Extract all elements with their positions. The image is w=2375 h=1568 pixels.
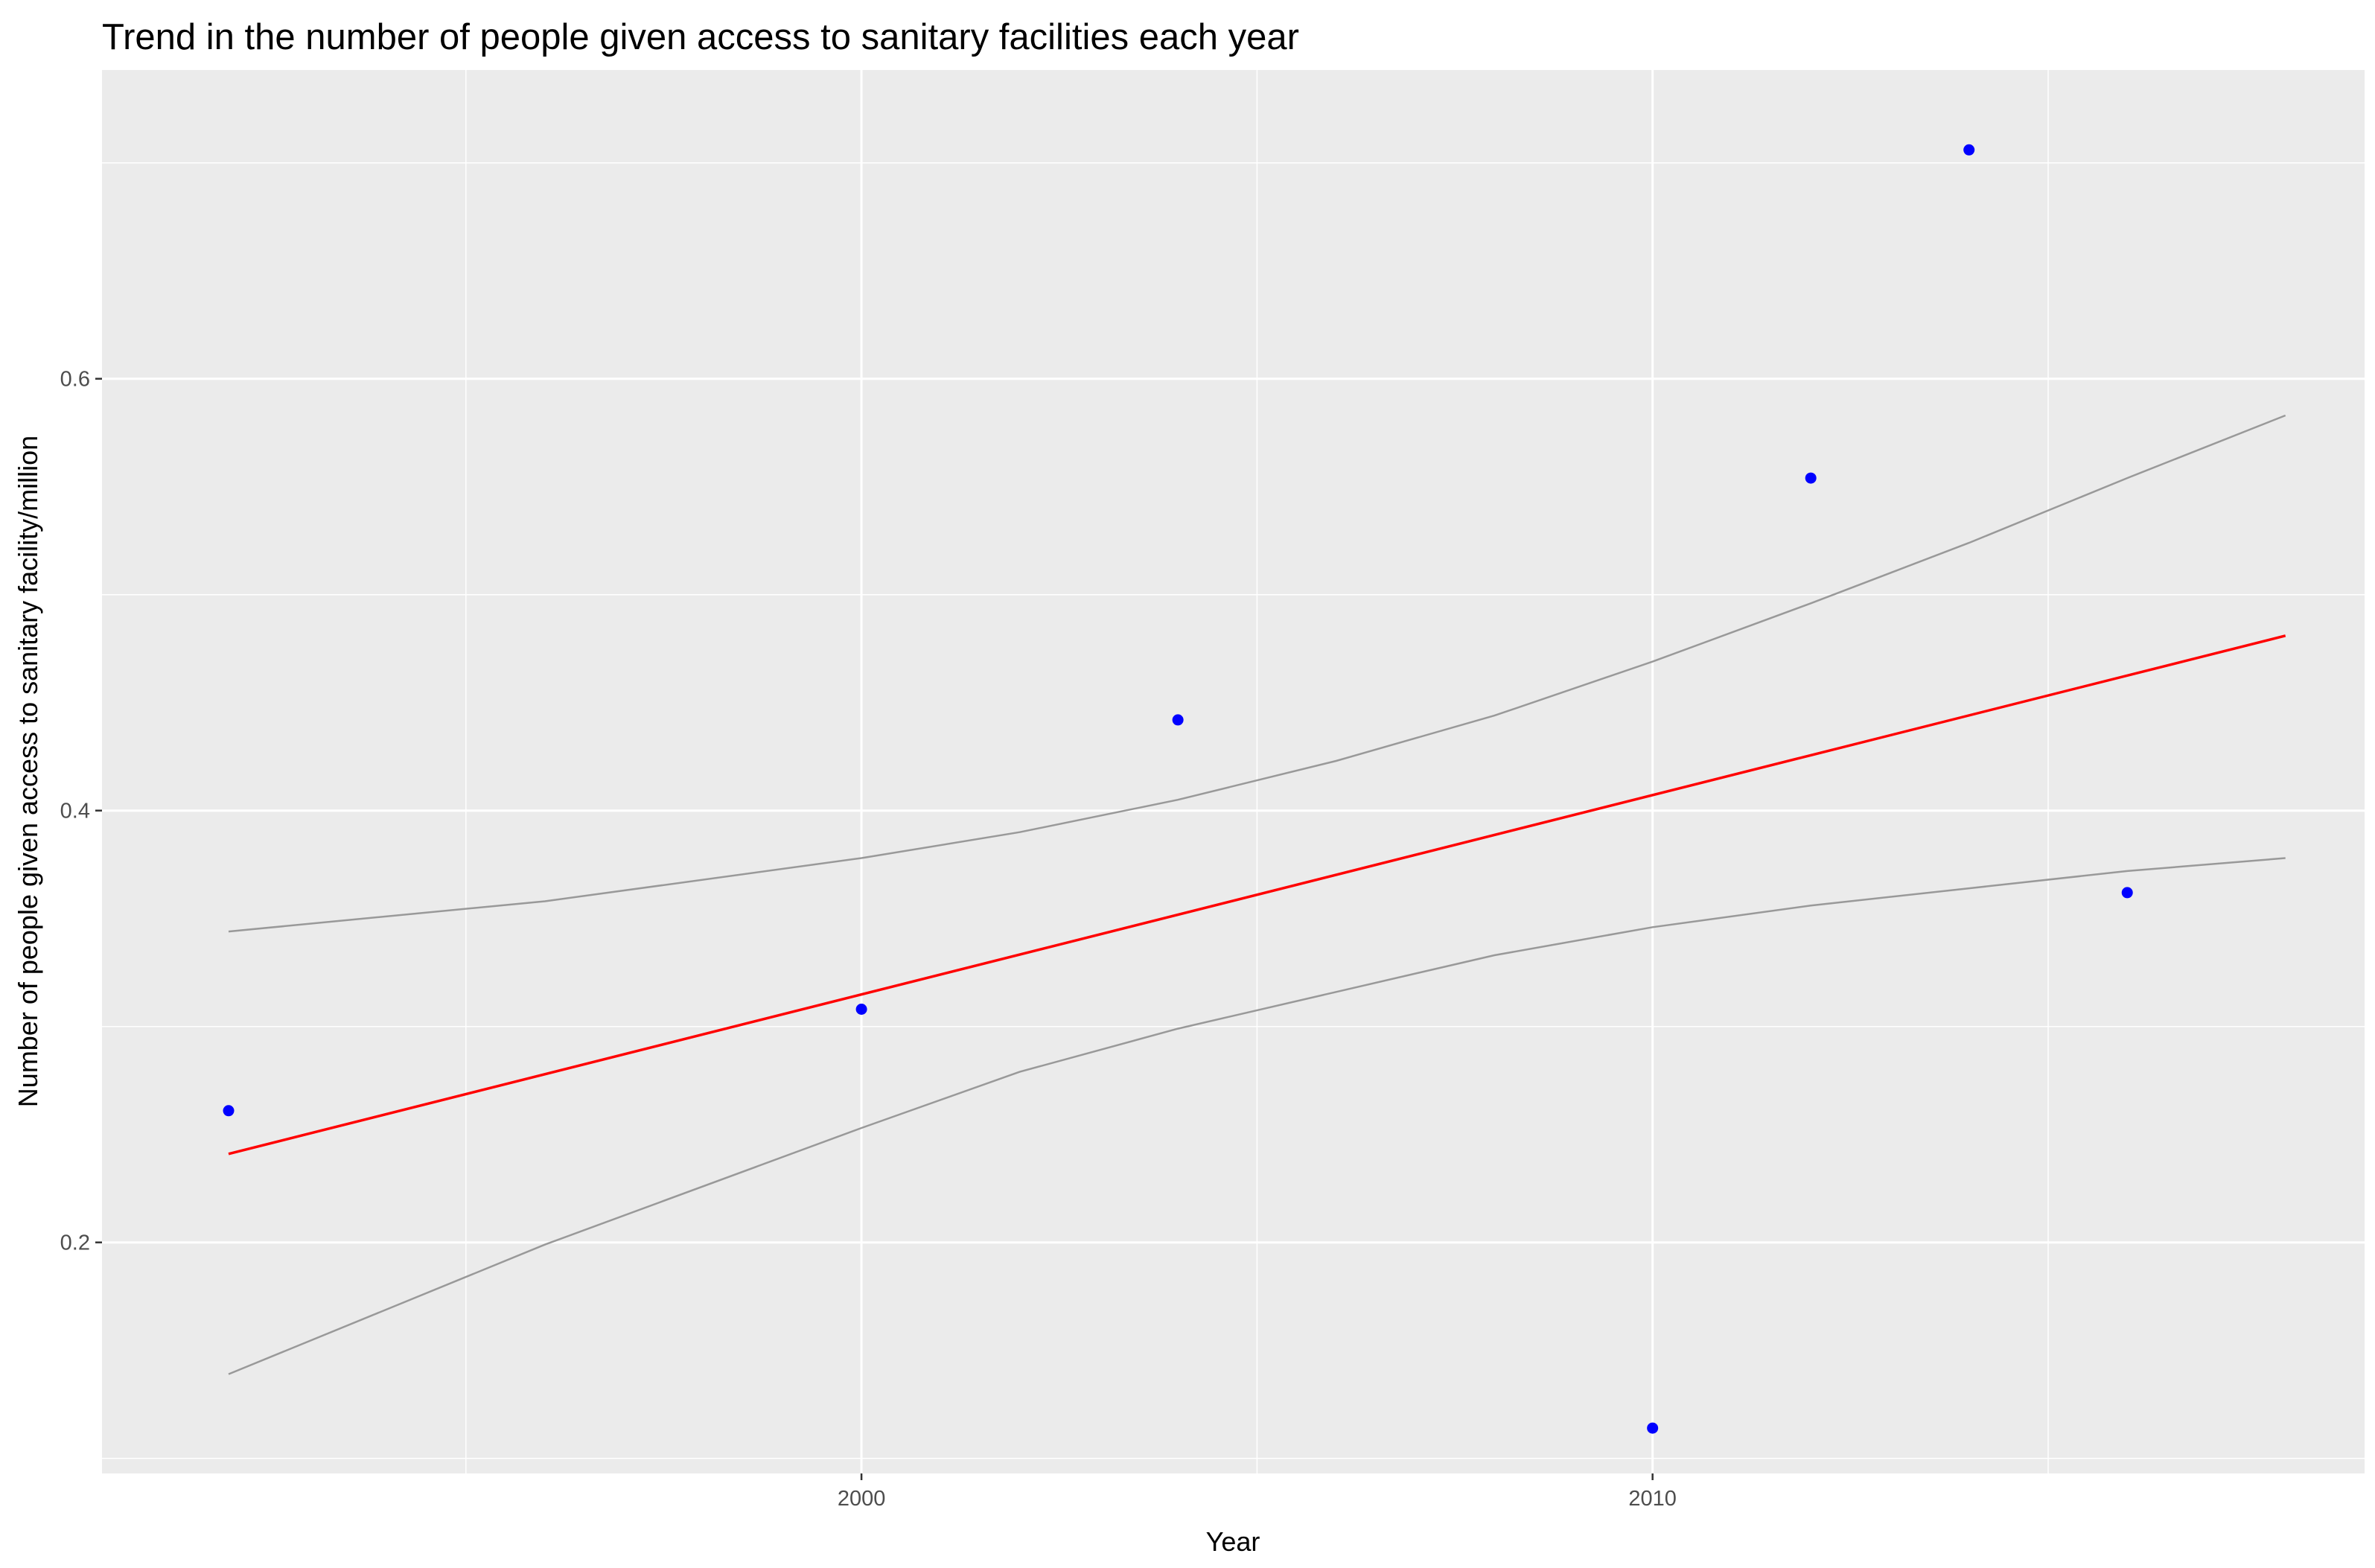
trend-line-group bbox=[228, 634, 2286, 1156]
confidence-band-upper bbox=[228, 414, 2286, 933]
y-tick-label: 0.6 bbox=[60, 368, 90, 392]
y-tick-label: 0.2 bbox=[60, 1231, 90, 1255]
x-tick-label: 2010 bbox=[1628, 1487, 1677, 1511]
data-point bbox=[223, 1105, 235, 1117]
x-axis-ticks: 2000 2010 bbox=[838, 1473, 1677, 1511]
y-axis-title: Number of people given access to sanitar… bbox=[13, 436, 43, 1107]
minor-gridlines bbox=[102, 70, 2365, 1473]
y-tick-label: 0.4 bbox=[60, 800, 90, 823]
confidence-band bbox=[228, 414, 2286, 1375]
confidence-band-lower bbox=[228, 857, 2286, 1375]
data-point bbox=[1963, 144, 1975, 156]
data-points bbox=[223, 144, 2133, 1434]
data-point bbox=[1805, 472, 1817, 484]
y-axis-ticks: 0.2 0.4 0.6 bbox=[60, 368, 102, 1255]
trend-line bbox=[228, 634, 2286, 1156]
major-gridlines bbox=[102, 70, 2365, 1473]
plot-panel bbox=[102, 70, 2365, 1473]
data-point bbox=[1172, 714, 1184, 726]
chart-title: Trend in the number of people given acce… bbox=[102, 17, 1299, 57]
x-axis-title: Year bbox=[1206, 1526, 1260, 1557]
x-tick-label: 2000 bbox=[838, 1487, 886, 1511]
data-point bbox=[855, 1004, 867, 1015]
data-point bbox=[2121, 887, 2133, 899]
data-point bbox=[1647, 1422, 1659, 1434]
